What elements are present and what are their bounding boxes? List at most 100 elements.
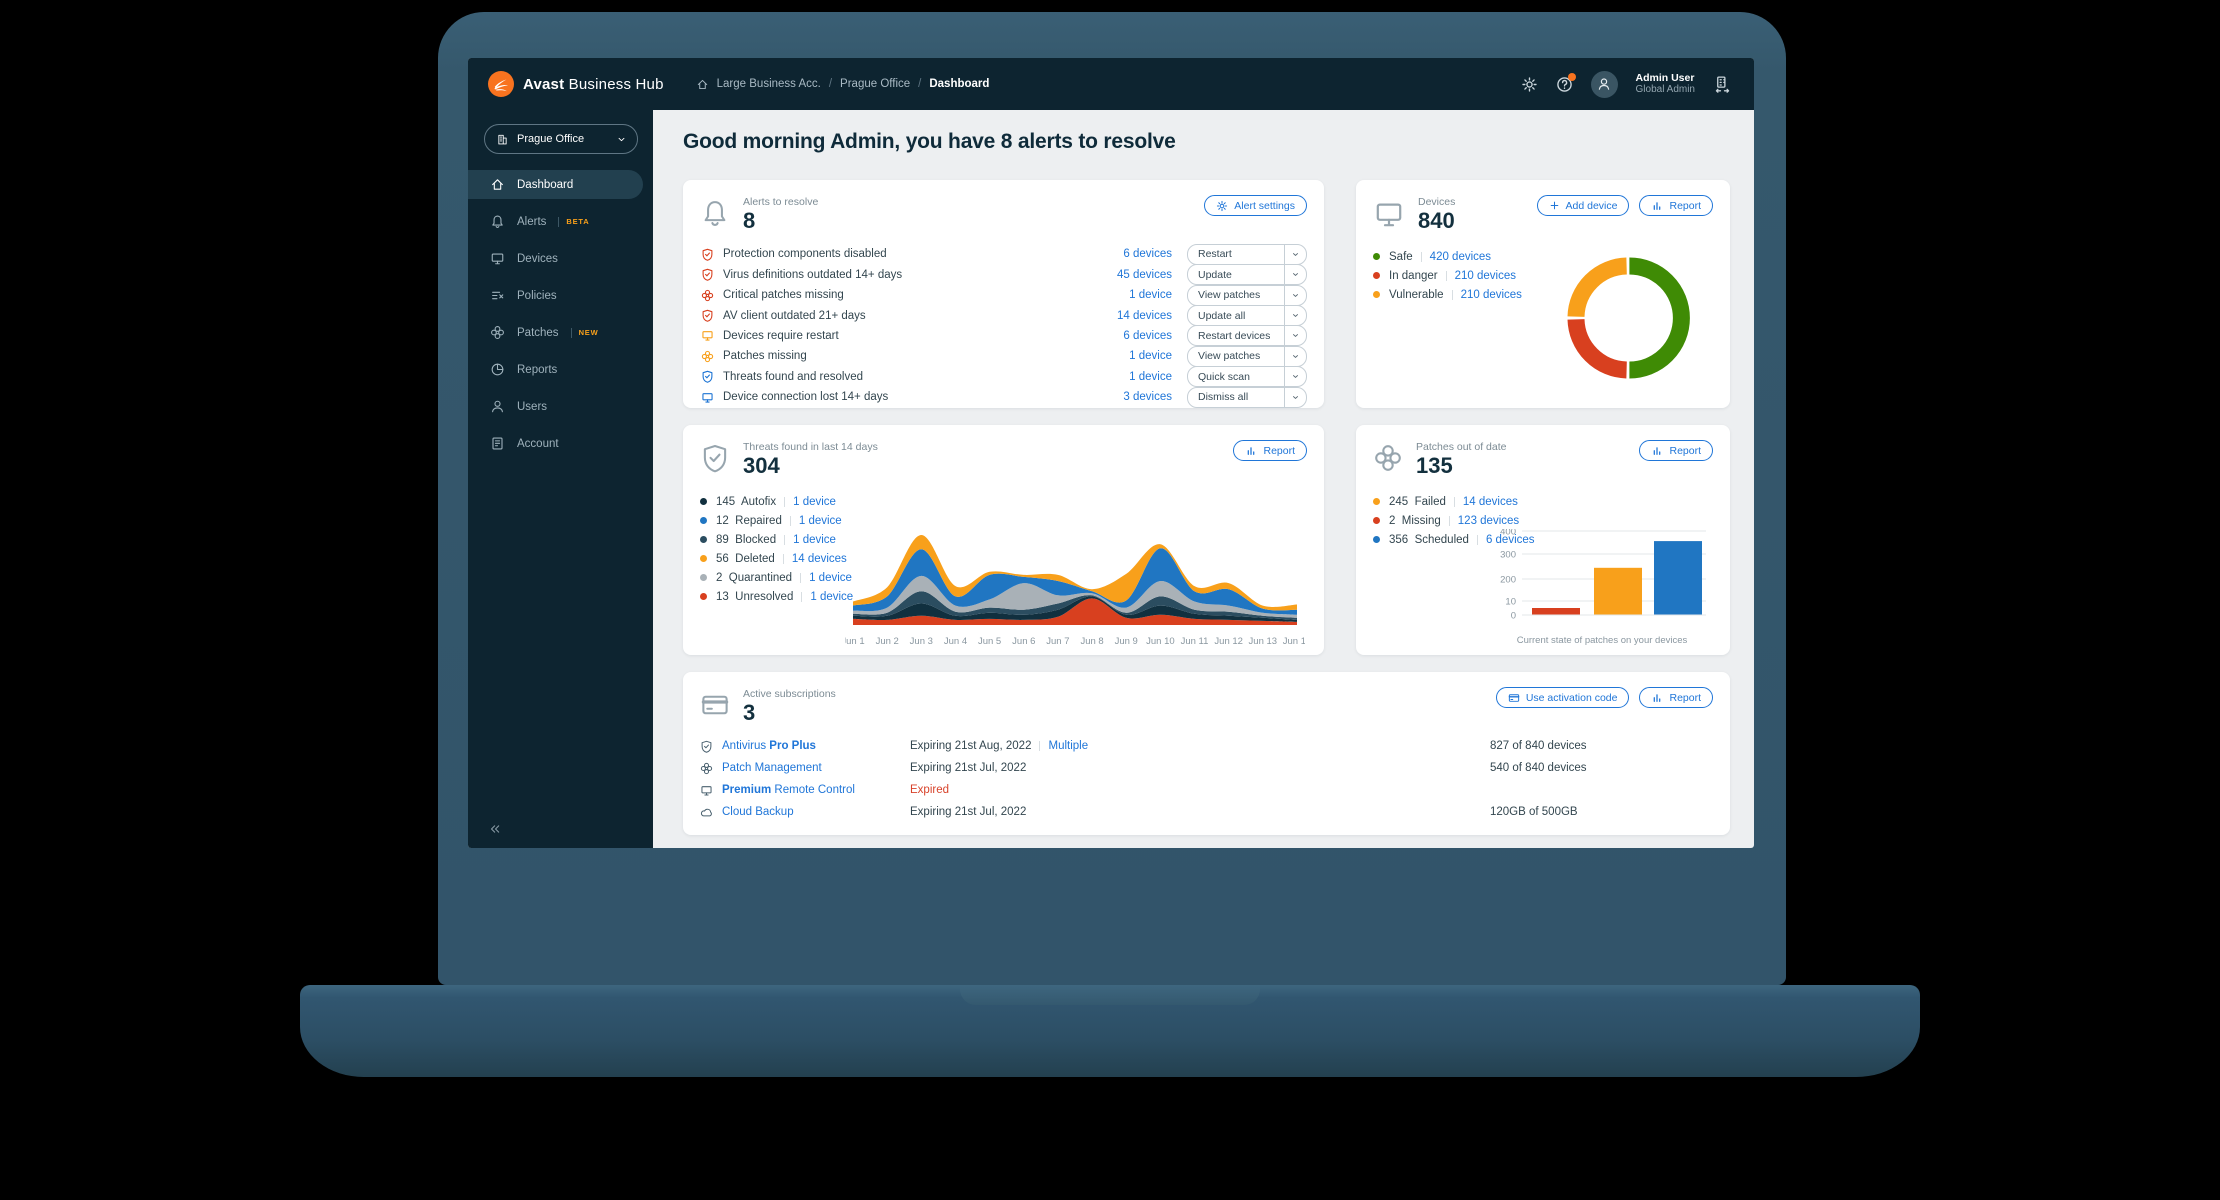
settings-icon[interactable] [1521,76,1538,93]
alerts-count: 8 [743,208,756,233]
sidebar-item-users[interactable]: Users [468,388,653,425]
devices-report-button[interactable]: Report [1639,195,1713,216]
alert-action-label[interactable]: View patches [1198,350,1261,363]
alert-label: Patches missing [723,350,807,363]
alert-devices-link[interactable]: 6 devices [1123,248,1172,261]
legend-devices-link[interactable]: 1 device [798,514,842,527]
patches-report-label: Report [1669,444,1701,457]
subscription-name-link[interactable]: Antivirus Pro Plus [700,740,910,753]
sidebar-item-policies[interactable]: Policies [468,277,653,314]
subscription-list: Antivirus Pro Plus Expiring 21st Aug, 202… [700,735,1713,823]
alert-action-label[interactable]: Dismiss all [1198,391,1249,404]
alert-action-label[interactable]: Restart devices [1198,329,1271,342]
devices-card: Devices 840 Add device Report [1356,180,1730,408]
breadcrumb-item[interactable]: Large Business Acc. [716,78,821,90]
chevron-down-icon[interactable] [1284,306,1306,326]
legend-devices-link[interactable]: 14 devices [791,552,847,565]
alert-action-label[interactable]: View patches [1198,289,1261,302]
brand-bold: Avast [523,75,565,93]
chevron-down-icon[interactable] [1284,326,1306,346]
subscription-usage: 540 of 840 devices [1490,762,1587,775]
alert-action-label[interactable]: Quick scan [1198,370,1250,383]
home-icon[interactable] [696,78,709,91]
subscription-name-link[interactable]: Cloud Backup [700,806,910,819]
legend-devices-link[interactable]: 210 devices [1454,269,1516,282]
alert-row: Virus definitions outdated 14+ days 45 de… [700,264,1307,286]
sidebar-item-account[interactable]: Account [468,425,653,462]
legend-devices-link[interactable]: 210 devices [1460,288,1522,301]
legend-divider [1476,534,1478,545]
legend-devices-link[interactable]: 123 devices [1457,514,1520,527]
sidebar-item-reports[interactable]: Reports [468,351,653,388]
legend-dot [1373,253,1380,261]
alert-label: Device connection lost 14+ days [723,391,889,404]
legend-label: 12 Repaired [716,514,782,527]
reports-icon [490,362,505,377]
legend-devices-link[interactable]: 1 device [809,571,852,584]
avast-logo-icon [488,71,514,97]
user-block[interactable]: Admin User Global Admin [1636,72,1695,97]
chevron-down-icon[interactable] [1284,265,1306,285]
subscriptions-report-button[interactable]: Report [1639,687,1713,708]
svg-text:Jun 12: Jun 12 [1214,636,1243,647]
alert-devices-link[interactable]: 1 device [1129,370,1172,383]
legend-devices-link[interactable]: 6 devices [1485,533,1535,546]
sidebar-item-devices[interactable]: Devices [468,240,653,277]
sidebar-item-alerts[interactable]: Alerts BETA [468,203,653,240]
chevron-down-icon[interactable] [1284,367,1306,387]
expiry-multiple-link[interactable]: Multiple [1048,740,1089,753]
breadcrumb-item[interactable]: Prague Office [840,78,911,90]
avatar[interactable] [1590,70,1618,98]
subscription-name-link[interactable]: Premium Remote Control [700,784,910,797]
alert-devices-link[interactable]: 3 devices [1123,391,1172,404]
chevron-down-icon[interactable] [1284,346,1306,366]
breadcrumb-item[interactable]: Dashboard [929,78,990,90]
alert-devices-link[interactable]: 1 device [1129,289,1172,302]
alert-devices-link[interactable]: 1 device [1129,350,1172,363]
svg-text:Jun 1: Jun 1 [845,636,865,647]
alerts-card: Alerts to resolve 8 Alert settings Prote… [683,180,1324,408]
chevron-down-icon[interactable] [1284,244,1306,264]
subscription-name-link[interactable]: Patch Management [700,762,910,775]
threats-report-button[interactable]: Report [1233,440,1307,461]
patches-report-button[interactable]: Report [1639,440,1713,461]
org-selector[interactable]: Prague Office [484,124,638,154]
help-icon[interactable] [1556,72,1576,93]
user-icon [490,399,505,414]
patches-chart-caption: Current state of patches on your devices [1516,635,1688,646]
legend-label: 2 Quarantined [716,571,793,584]
sidebar-collapse-button[interactable] [488,822,502,836]
sidebar-item-patches[interactable]: Patches NEW [468,314,653,351]
legend-devices-link[interactable]: 1 device [793,495,836,508]
legend-devices-link[interactable]: 1 device [793,533,836,546]
chevron-down-icon[interactable] [1284,387,1306,407]
chevron-down-icon[interactable] [1284,285,1306,305]
alert-settings-button[interactable]: Alert settings [1204,195,1307,216]
brand-name: Avast Business Hub [523,76,664,93]
org-switcher-icon[interactable] [1713,75,1732,94]
alert-action-button: Restart devices [1187,325,1307,347]
sidebar-item-dashboard[interactable]: Dashboard [468,166,653,203]
alert-action-label[interactable]: Update [1198,268,1232,281]
svg-text:10: 10 [1505,597,1516,608]
svg-text:Jun 9: Jun 9 [1115,636,1138,647]
svg-text:Jun 4: Jun 4 [944,636,967,647]
bar-chart-icon [1651,200,1663,212]
svg-text:Jun 8: Jun 8 [1080,636,1103,647]
legend-dot [1373,498,1380,506]
legend-devices-link[interactable]: 14 devices [1462,495,1518,508]
threats-label: Threats found in last 14 days [743,441,878,453]
legend-devices-link[interactable]: 420 devices [1429,250,1492,263]
alert-action-label[interactable]: Restart [1198,248,1232,261]
use-activation-code-button[interactable]: Use activation code [1495,687,1630,708]
add-device-button[interactable]: Add device [1536,195,1630,216]
subscription-usage: 120GB of 500GB [1490,806,1578,819]
legend-label: 89 Blocked [716,533,777,546]
legend-item: 56 Deleted 14 devices [700,549,1307,568]
alert-devices-link[interactable]: 6 devices [1123,329,1172,342]
alert-devices-link[interactable]: 45 devices [1117,268,1172,281]
alert-devices-link[interactable]: 14 devices [1117,309,1172,322]
legend-devices-link[interactable]: 1 device [810,590,854,603]
alert-action-label[interactable]: Update all [1198,309,1246,322]
alert-row: Patches missing 1 device View patches [700,345,1307,367]
